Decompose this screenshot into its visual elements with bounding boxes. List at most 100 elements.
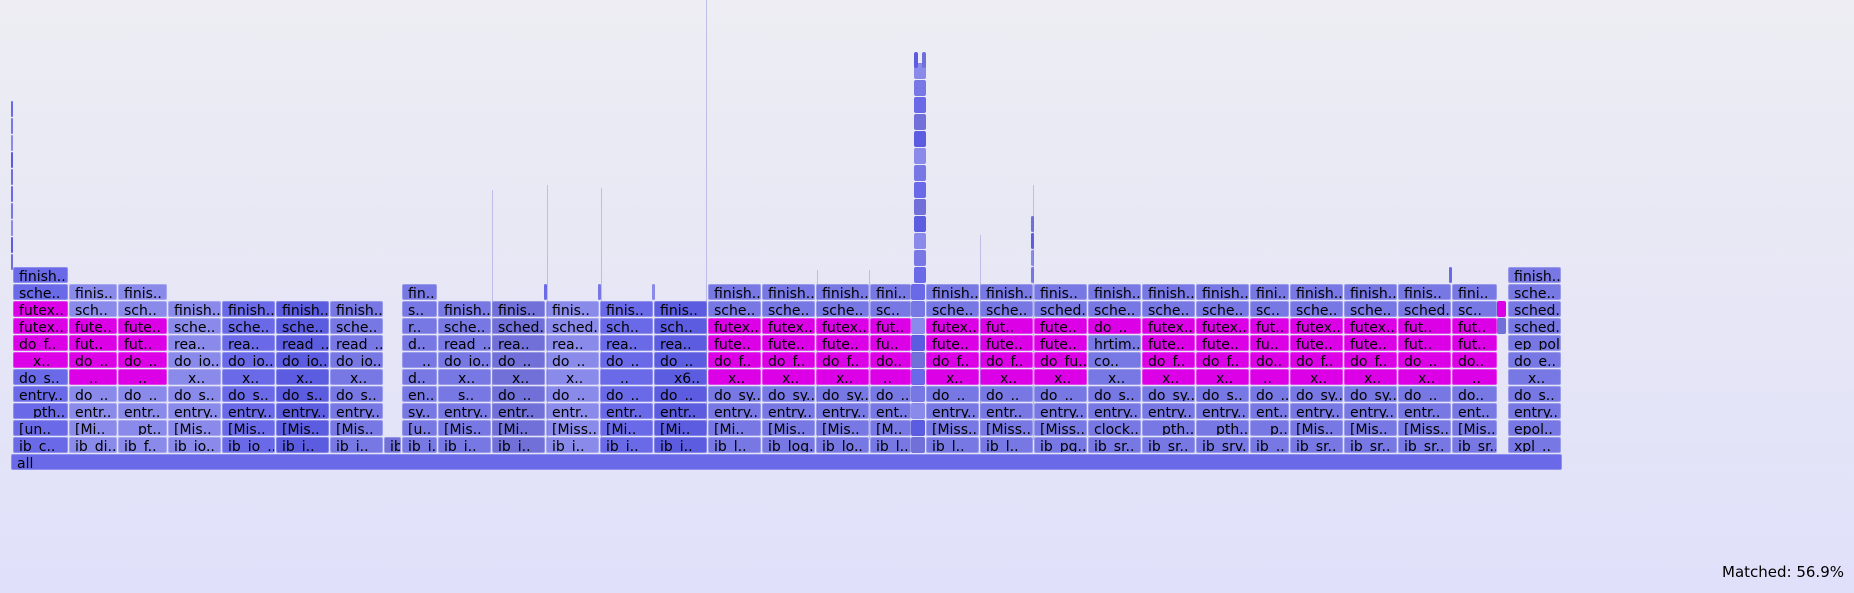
- flame-frame[interactable]: __..: [402, 352, 437, 368]
- flame-frame[interactable]: fute..: [816, 335, 869, 351]
- flame-frame[interactable]: entry..: [1508, 403, 1561, 419]
- flame-frame[interactable]: fut..: [69, 335, 117, 351]
- flame-frame[interactable]: fute..: [1034, 335, 1087, 351]
- flame-frame[interactable]: futex..: [926, 318, 979, 334]
- flame-frame[interactable]: rea..: [492, 335, 545, 351]
- flame-frame-narrow[interactable]: [11, 220, 13, 236]
- flame-frame[interactable]: futex..: [1344, 318, 1397, 334]
- flame-frame[interactable]: do_f..: [762, 352, 815, 368]
- flame-frame[interactable]: do_..: [546, 386, 599, 402]
- flame-frame[interactable]: do_..: [69, 386, 117, 402]
- flame-frame-narrow[interactable]: [598, 284, 601, 300]
- flame-frame[interactable]: entry..: [276, 403, 329, 419]
- flame-frame[interactable]: sc..: [870, 301, 911, 317]
- flame-frame[interactable]: entry..: [168, 403, 221, 419]
- flame-frame[interactable]: do_sy..: [816, 386, 869, 402]
- flame-frame[interactable]: rea..: [168, 335, 221, 351]
- flame-frame-narrow[interactable]: [652, 284, 655, 300]
- flame-frame[interactable]: finish..: [762, 284, 815, 300]
- flame-frame[interactable]: sche..: [330, 318, 383, 334]
- flame-frame[interactable]: ib_i..: [600, 437, 653, 453]
- flame-frame[interactable]: __x..: [1196, 369, 1249, 385]
- flame-frame[interactable]: ib_i..: [330, 437, 383, 453]
- flame-frame[interactable]: entry..: [438, 403, 491, 419]
- flame-frame[interactable]: __x..: [438, 369, 491, 385]
- flame-frame[interactable]: ib_di..: [69, 437, 117, 453]
- flame-frame[interactable]: xpl_..: [1508, 437, 1561, 453]
- flame-frame[interactable]: do_io..: [438, 352, 491, 368]
- flame-frame[interactable]: futex..: [1142, 318, 1195, 334]
- flame-frame-narrow[interactable]: [11, 169, 13, 185]
- flame-frame[interactable]: sche..: [168, 318, 221, 334]
- flame-frame[interactable]: ib_pg..: [1034, 437, 1087, 453]
- flame-frame[interactable]: ib_sr..: [1452, 437, 1497, 453]
- flame-frame[interactable]: clock..: [1088, 420, 1141, 436]
- flame-frame[interactable]: ib_srv..: [1196, 437, 1249, 453]
- flame-frame-narrow[interactable]: [911, 420, 925, 436]
- flame-frame[interactable]: sch..: [69, 301, 117, 317]
- flame-frame[interactable]: fini..: [870, 284, 911, 300]
- flame-frame[interactable]: __x..: [708, 369, 761, 385]
- flame-frame[interactable]: [M..: [870, 420, 911, 436]
- flame-frame[interactable]: finish..: [816, 284, 869, 300]
- flame-frame-narrow[interactable]: [914, 182, 926, 198]
- flame-frame[interactable]: do_io..: [330, 352, 383, 368]
- flame-frame[interactable]: __x..: [330, 369, 383, 385]
- flame-frame[interactable]: __pth..: [1142, 420, 1195, 436]
- flame-frame[interactable]: [Mis..: [1290, 420, 1343, 436]
- flame-frame[interactable]: futex..: [1290, 318, 1343, 334]
- flame-frame-narrow[interactable]: [911, 318, 925, 334]
- flame-frame[interactable]: fute..: [926, 335, 979, 351]
- flame-frame[interactable]: ib_sr..: [1398, 437, 1451, 453]
- flame-frame-narrow[interactable]: [911, 437, 925, 453]
- flame-frame[interactable]: __x..: [762, 369, 815, 385]
- flame-frame-narrow[interactable]: [11, 152, 13, 168]
- flame-frame[interactable]: [Mis..: [762, 420, 815, 436]
- flame-frame[interactable]: do_..: [118, 386, 167, 402]
- flame-frame[interactable]: fut..: [1452, 318, 1497, 334]
- flame-frame[interactable]: fute..: [118, 318, 167, 334]
- flame-frame[interactable]: finis..: [1034, 284, 1087, 300]
- flame-frame[interactable]: do_f..: [1344, 352, 1397, 368]
- flame-frame[interactable]: ib_i..: [276, 437, 329, 453]
- flame-frame[interactable]: __x..: [1344, 369, 1397, 385]
- flame-frame[interactable]: do_s..: [13, 369, 68, 385]
- flame-frame-narrow[interactable]: [1497, 318, 1506, 334]
- flame-frame[interactable]: ib_l..: [980, 437, 1033, 453]
- flame-frame[interactable]: __x..: [13, 352, 68, 368]
- flame-frame[interactable]: do_f..: [13, 335, 68, 351]
- flame-frame[interactable]: fut..: [1452, 335, 1497, 351]
- flame-frame[interactable]: all: [11, 454, 1562, 470]
- flame-frame[interactable]: do_..: [870, 386, 911, 402]
- flame-frame[interactable]: sche..: [222, 318, 275, 334]
- flame-frame[interactable]: do_sy..: [1344, 386, 1397, 402]
- flame-frame-narrow[interactable]: [1031, 216, 1034, 232]
- flame-frame[interactable]: fu..: [870, 335, 911, 351]
- flame-frame[interactable]: [Mis..: [168, 420, 221, 436]
- flame-frame[interactable]: entr..: [546, 403, 599, 419]
- flame-frame-narrow[interactable]: [911, 301, 925, 317]
- flame-frame[interactable]: finis..: [654, 301, 707, 317]
- flame-frame-narrow[interactable]: [922, 52, 926, 68]
- flame-frame[interactable]: do_..: [980, 386, 1033, 402]
- flame-frame[interactable]: _..: [1250, 369, 1289, 385]
- flame-frame-narrow[interactable]: [11, 135, 13, 151]
- flame-frame[interactable]: __x..: [546, 369, 599, 385]
- flame-frame[interactable]: finis..: [546, 301, 599, 317]
- flame-frame[interactable]: ib_i..: [546, 437, 599, 453]
- flame-frame[interactable]: entry..: [13, 386, 68, 402]
- flame-frame[interactable]: futex..: [1196, 318, 1249, 334]
- flame-frame-narrow[interactable]: [11, 118, 13, 134]
- flame-frame[interactable]: fut..: [1250, 318, 1289, 334]
- flame-frame[interactable]: ib_i..: [384, 437, 401, 453]
- flame-frame[interactable]: sched..: [1508, 318, 1561, 334]
- flame-frame[interactable]: do_f..: [816, 352, 869, 368]
- flame-frame[interactable]: finish..: [1196, 284, 1249, 300]
- flame-frame[interactable]: fin..: [402, 284, 437, 300]
- flame-frame[interactable]: do_..: [492, 386, 545, 402]
- flame-frame-narrow[interactable]: [11, 203, 13, 219]
- flame-frame[interactable]: [Mis..: [330, 420, 383, 436]
- flame-frame[interactable]: finis..: [600, 301, 653, 317]
- flame-frame[interactable]: futex..: [708, 318, 761, 334]
- flame-frame[interactable]: do_..: [118, 352, 167, 368]
